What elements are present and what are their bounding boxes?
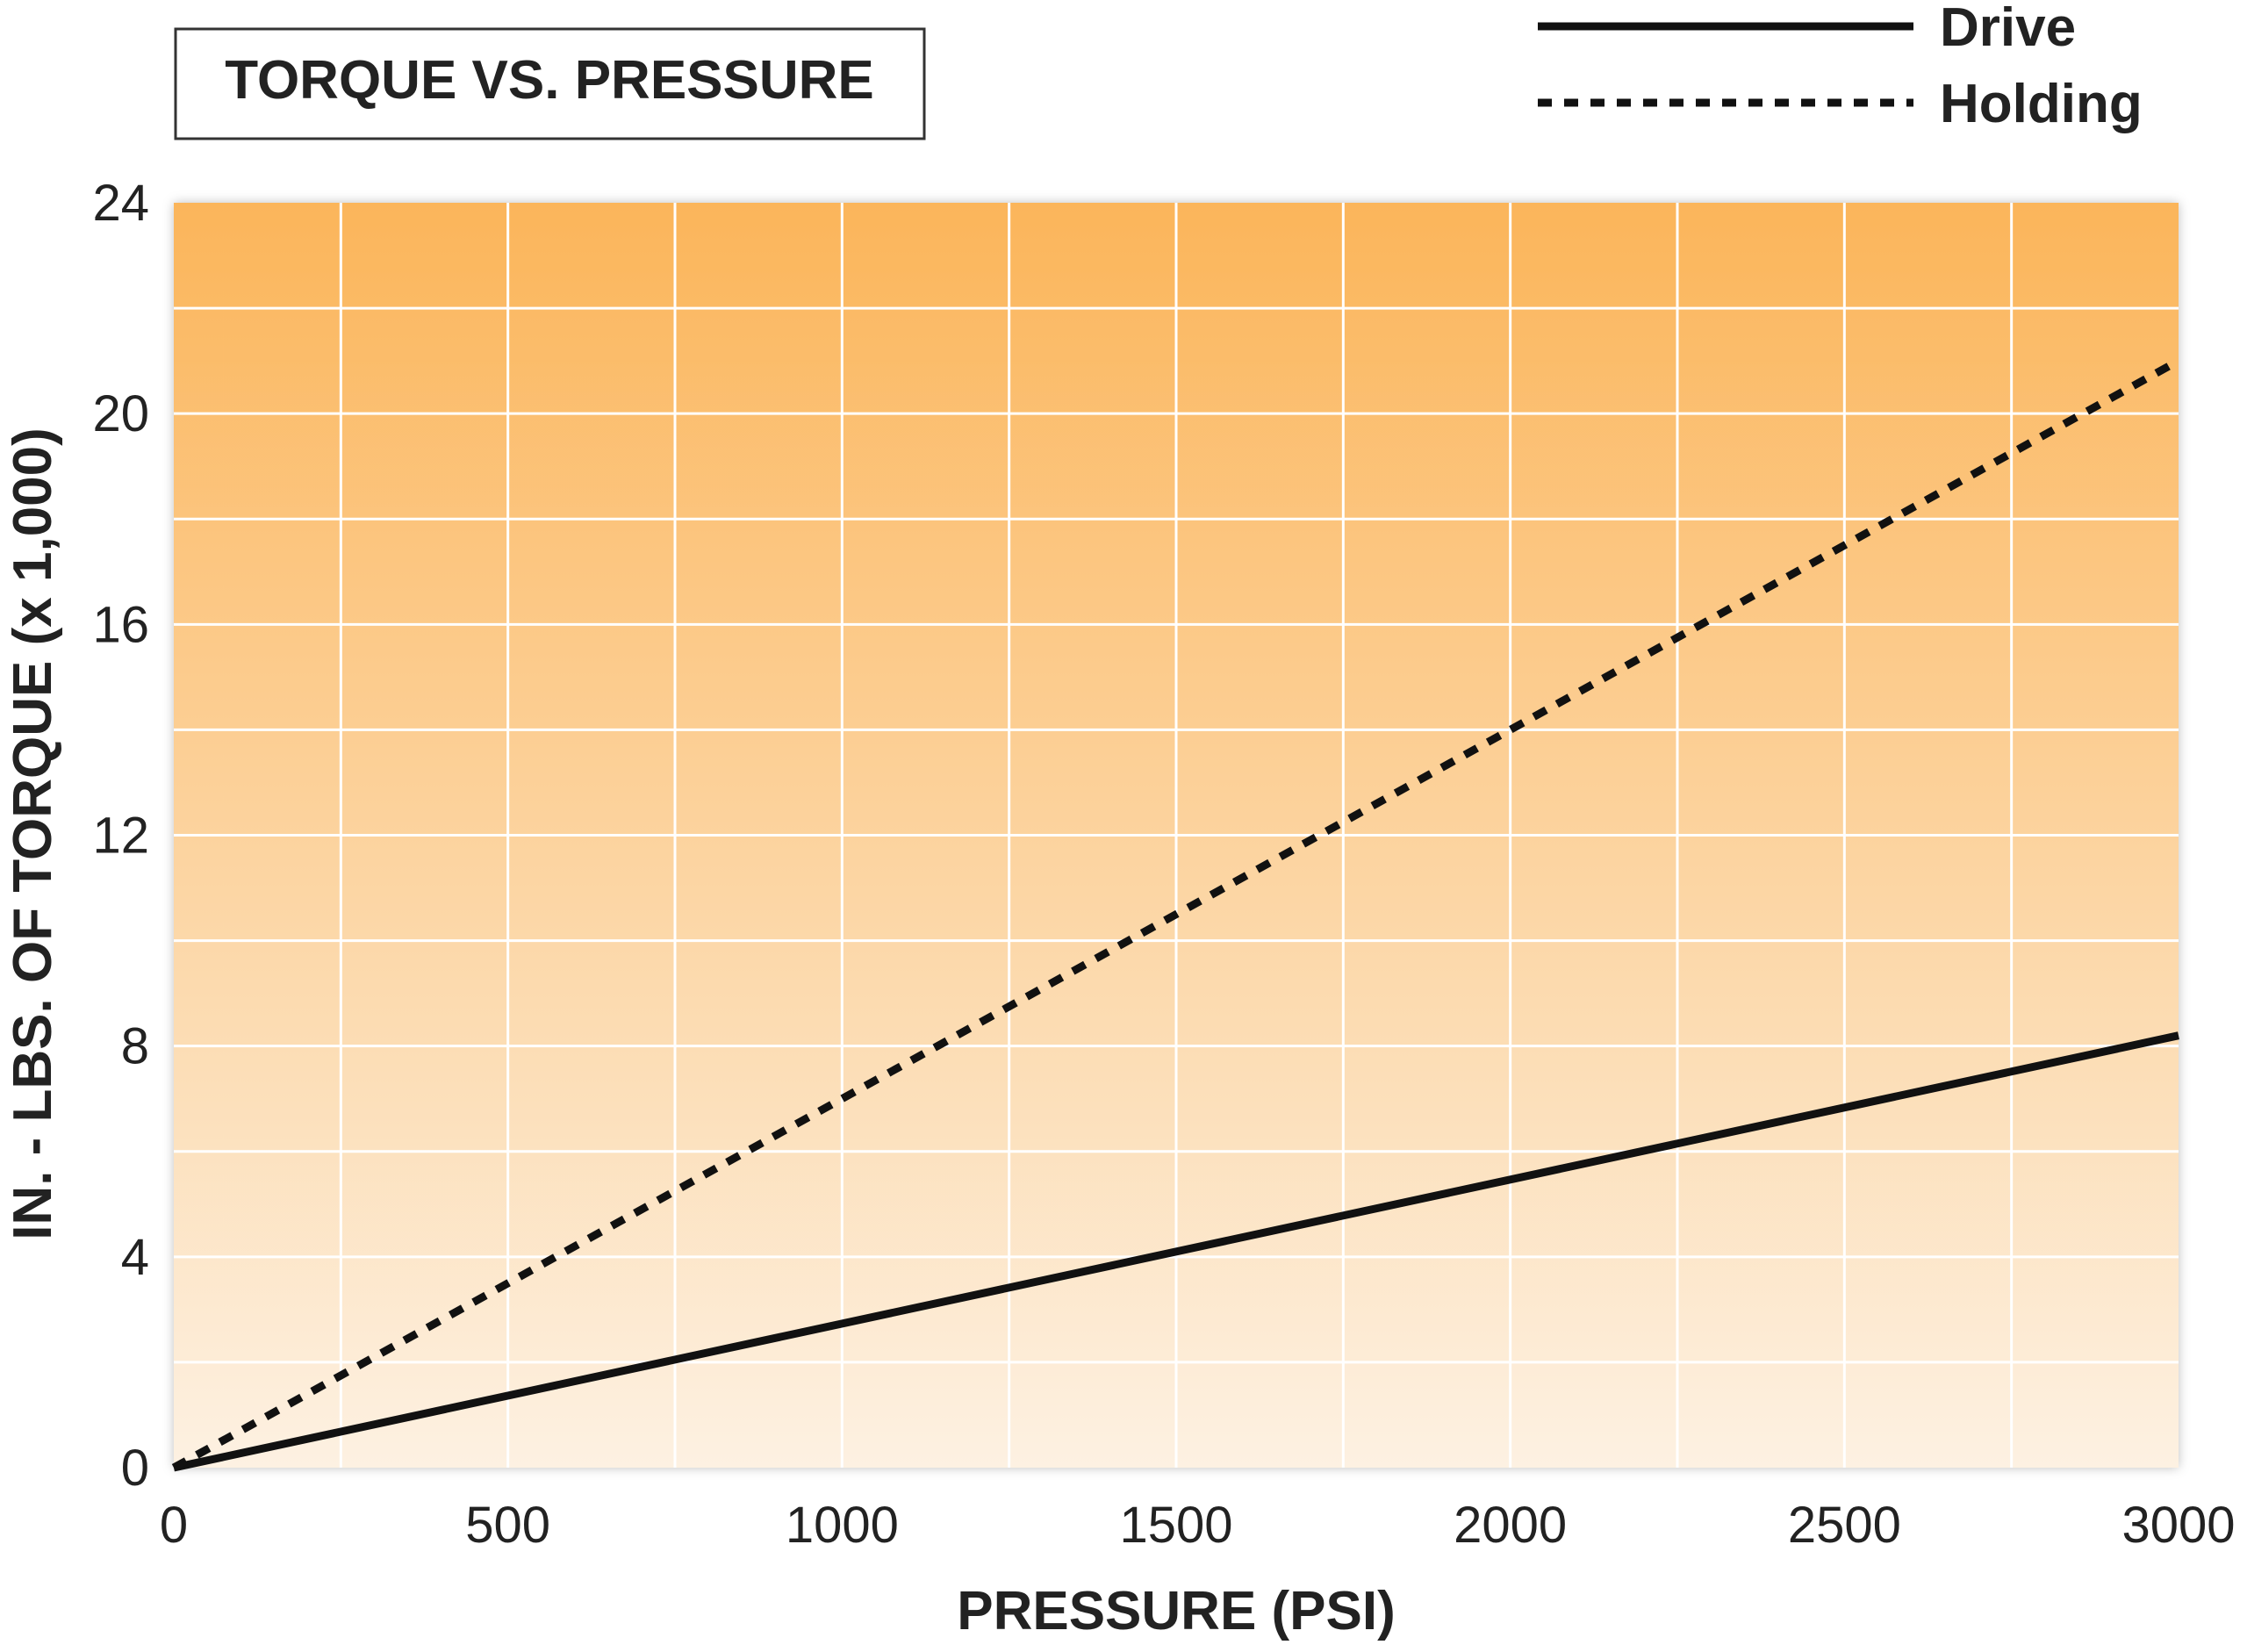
chart-title: TORQUE VS. PRESSURE — [225, 50, 874, 111]
x-tick-label: 3000 — [2121, 1497, 2235, 1554]
x-tick-label: 2000 — [1454, 1497, 1567, 1554]
grid — [174, 203, 2179, 1468]
x-tick-label: 1500 — [1119, 1497, 1232, 1554]
y-tick-label: 12 — [92, 808, 149, 865]
y-tick-label: 20 — [92, 385, 149, 442]
axis-ticks: 0 500 1000 1500 2000 2500 3000 0 4 8 12 16 20 24 — [92, 175, 2235, 1554]
x-axis-label: PRESSURE (PSI) — [957, 1581, 1396, 1641]
series-line-holding — [171, 357, 2181, 1471]
y-tick-label: 24 — [92, 175, 149, 232]
x-tick-label: 2500 — [1788, 1497, 1901, 1554]
x-tick-label: 0 — [160, 1497, 188, 1554]
y-tick-label: 0 — [121, 1440, 149, 1497]
title-box — [174, 27, 926, 140]
series-line-drive — [173, 1031, 2179, 1472]
series — [171, 357, 2181, 1472]
legend-label-drive: Drive — [1940, 0, 2076, 58]
y-tick-label: 16 — [92, 596, 149, 653]
legend-label-holding: Holding — [1940, 74, 2143, 134]
legend: Drive Holding — [1538, 0, 2143, 134]
y-tick-label: 8 — [121, 1018, 149, 1075]
y-tick-label: 4 — [121, 1229, 149, 1286]
y-axis-label: IN. - LBS. OF TORQUE (x 1,000) — [3, 427, 63, 1240]
x-tick-label: 1000 — [786, 1497, 899, 1554]
x-tick-label: 500 — [465, 1497, 550, 1554]
